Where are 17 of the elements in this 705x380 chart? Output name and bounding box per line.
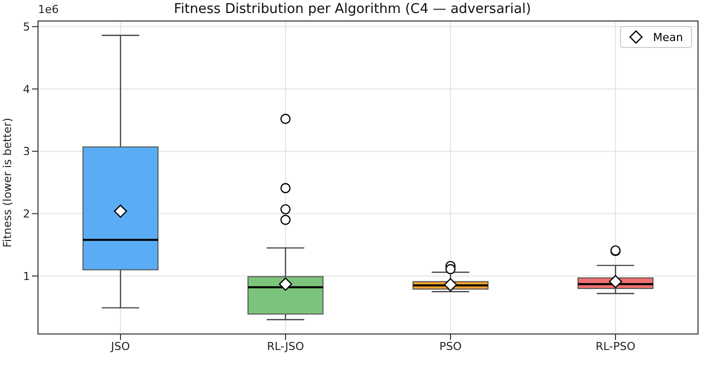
y-tick-label: 3 <box>23 145 30 158</box>
y-tick-label: 1 <box>23 270 30 283</box>
y-tick-label: 2 <box>23 208 30 221</box>
point <box>278 278 292 291</box>
y-tick-label: 5 <box>23 20 30 34</box>
point <box>608 275 622 288</box>
chart-title: Fitness Distribution per Algorithm (C4 — adversarial) <box>174 1 532 17</box>
point <box>444 278 458 292</box>
x-tick-label: JSO <box>110 340 130 353</box>
x-tick-label: RL-JSO <box>266 340 304 353</box>
text: 1e6 <box>38 3 59 16</box>
y-tick-label: 4 <box>23 82 30 96</box>
legend-label: Mean <box>653 30 683 44</box>
x-tick-label: RL-PSO <box>596 340 636 353</box>
point <box>114 204 128 218</box>
y-axis-title: Fitness (lower is better) <box>0 118 14 248</box>
x-tick-label: PSO <box>439 340 462 353</box>
